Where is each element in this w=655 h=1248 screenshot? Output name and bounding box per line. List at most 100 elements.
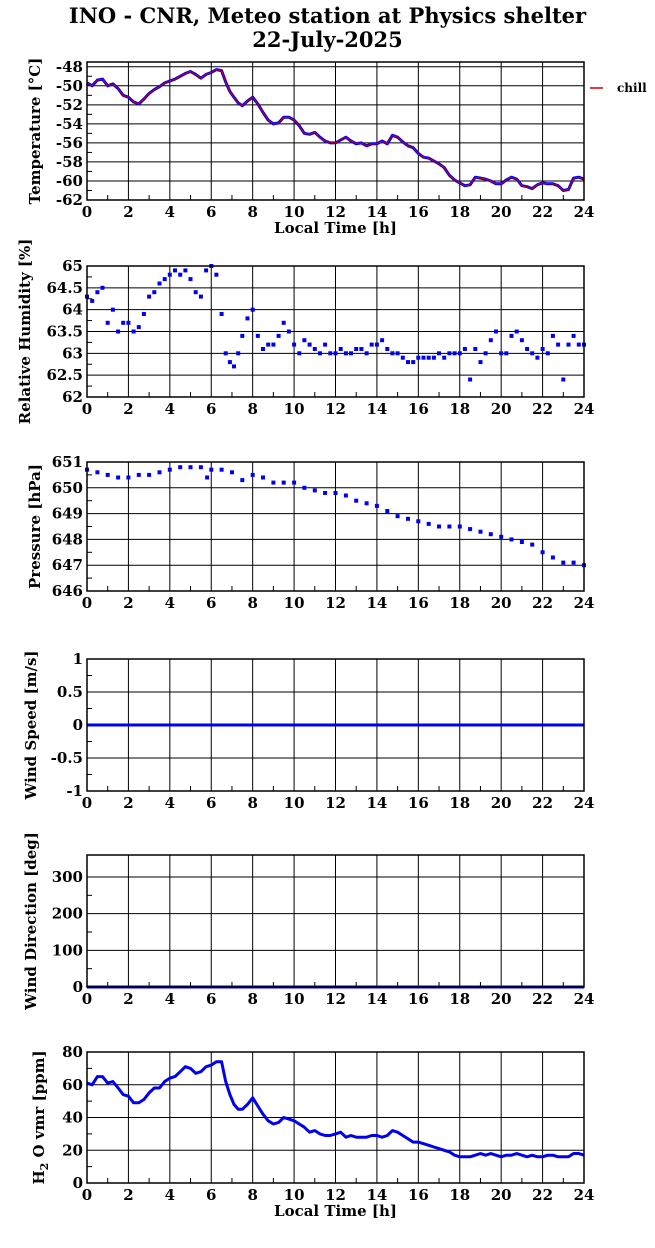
x-tick-label: 0: [82, 990, 92, 1008]
data-point-humidity: [204, 268, 209, 273]
data-point-pressure: [209, 467, 214, 472]
data-point-humidity: [364, 351, 369, 356]
data-point-humidity: [255, 333, 260, 338]
page-title: INO - CNR, Meteo station at Physics shel…: [0, 4, 655, 52]
x-tick-label: 18: [449, 594, 470, 612]
x-tick-label: 20: [491, 1186, 512, 1204]
data-point-pressure: [457, 524, 462, 529]
y-tick-label: 64.5: [46, 279, 83, 297]
x-tick-label: 18: [449, 794, 470, 812]
y-tick-label: 63.5: [46, 323, 83, 341]
data-point-humidity: [343, 351, 348, 356]
x-tick-label: 0: [82, 794, 92, 812]
data-point-pressure: [571, 560, 576, 565]
x-tick-label: 14: [366, 794, 387, 812]
data-point-humidity: [307, 342, 312, 347]
x-tick-label: 10: [284, 1186, 305, 1204]
data-point-humidity: [525, 347, 530, 351]
data-point-humidity: [227, 360, 232, 365]
data-point-pressure: [261, 475, 265, 480]
x-tick-label: 22: [532, 594, 553, 612]
data-point-pressure: [519, 540, 524, 544]
data-point-pressure: [147, 472, 152, 477]
data-point-humidity: [286, 329, 291, 334]
y-tick-label: 62.5: [46, 366, 83, 384]
data-point-humidity: [297, 351, 302, 356]
x-tick-label: 4: [165, 203, 175, 221]
plot-frame-wind-direction: [86, 854, 585, 988]
data-point-humidity: [499, 351, 504, 356]
legend-label-chill: chill: [617, 81, 647, 95]
x-tick-label: 8: [247, 594, 257, 612]
x-tick-label: 6: [206, 203, 216, 221]
data-point-pressure: [188, 465, 193, 470]
data-point-humidity: [323, 342, 328, 347]
series-line-h2o-vmr: [86, 1060, 585, 1159]
x-tick-label: 6: [206, 400, 216, 418]
data-point-pressure: [416, 519, 421, 524]
data-point-humidity: [110, 307, 115, 312]
y-tick-label: -62: [56, 191, 83, 209]
data-point-humidity: [571, 333, 576, 338]
data-point-pressure: [499, 534, 504, 539]
data-point-humidity: [447, 351, 452, 356]
data-point-pressure: [178, 465, 183, 470]
y-tick-label: 63: [62, 344, 83, 362]
data-point-humidity: [90, 298, 95, 303]
data-point-pressure: [240, 478, 245, 483]
data-point-pressure: [167, 467, 172, 472]
y-tick-label: -56: [56, 134, 83, 152]
x-tick-label: 18: [449, 203, 470, 221]
chart-temperature: 0 2 4 6 8 10 12 14 16 18 20 22 24-62-60-58-56-54-52-…: [26, 58, 647, 237]
x-tick-label: 20: [491, 794, 512, 812]
y-tick-label: -48: [56, 58, 83, 76]
y-tick-label: -50: [56, 77, 83, 95]
data-point-humidity: [312, 347, 317, 351]
data-point-humidity: [266, 342, 271, 347]
data-point-humidity: [452, 351, 457, 356]
data-point-humidity: [359, 347, 364, 351]
x-tick-label: 0: [82, 1186, 92, 1204]
x-tick-label: 18: [449, 990, 470, 1008]
x-tick-label: 10: [284, 794, 305, 812]
x-tick-label: 10: [284, 990, 305, 1008]
data-point-humidity: [126, 320, 131, 325]
data-point-humidity: [550, 333, 555, 338]
x-tick-label: 22: [532, 794, 553, 812]
x-tick-label: 16: [408, 594, 429, 612]
data-point-humidity: [509, 333, 514, 338]
y-axis-label-wind-direction: Wind Direction [deg]: [22, 832, 40, 1011]
x-tick-label: 14: [366, 990, 387, 1008]
y-tick-label: -54: [56, 115, 83, 133]
data-point-pressure: [530, 542, 535, 547]
data-point-humidity: [421, 355, 426, 360]
data-point-humidity: [426, 355, 431, 360]
x-tick-label: 20: [491, 594, 512, 612]
x-tick-label: 2: [123, 1186, 133, 1204]
data-point-humidity: [318, 351, 322, 356]
y-tick-label: 650: [52, 479, 83, 497]
data-point-pressure: [302, 485, 307, 490]
data-point-humidity: [514, 329, 519, 334]
x-tick-label: 2: [123, 594, 133, 612]
data-point-humidity: [121, 320, 126, 325]
x-tick-label: 2: [123, 203, 133, 221]
x-tick-label: 20: [491, 400, 512, 418]
data-point-humidity: [483, 351, 488, 356]
chill-line: [86, 69, 585, 191]
data-point-humidity: [232, 364, 236, 369]
data-point-humidity: [416, 355, 421, 360]
y-tick-label: -58: [56, 153, 83, 171]
x-tick-label: 12: [325, 990, 346, 1008]
x-tick-label: 18: [449, 1186, 470, 1204]
data-point-humidity: [380, 338, 385, 343]
y-tick-label: 0: [73, 716, 83, 734]
data-point-pressure: [468, 527, 473, 532]
x-tick-label: 24: [574, 203, 595, 221]
x-tick-label: 2: [123, 990, 133, 1008]
y-tick-label: 0.5: [57, 683, 83, 701]
data-point-humidity: [385, 347, 390, 351]
data-point-humidity: [178, 272, 183, 277]
